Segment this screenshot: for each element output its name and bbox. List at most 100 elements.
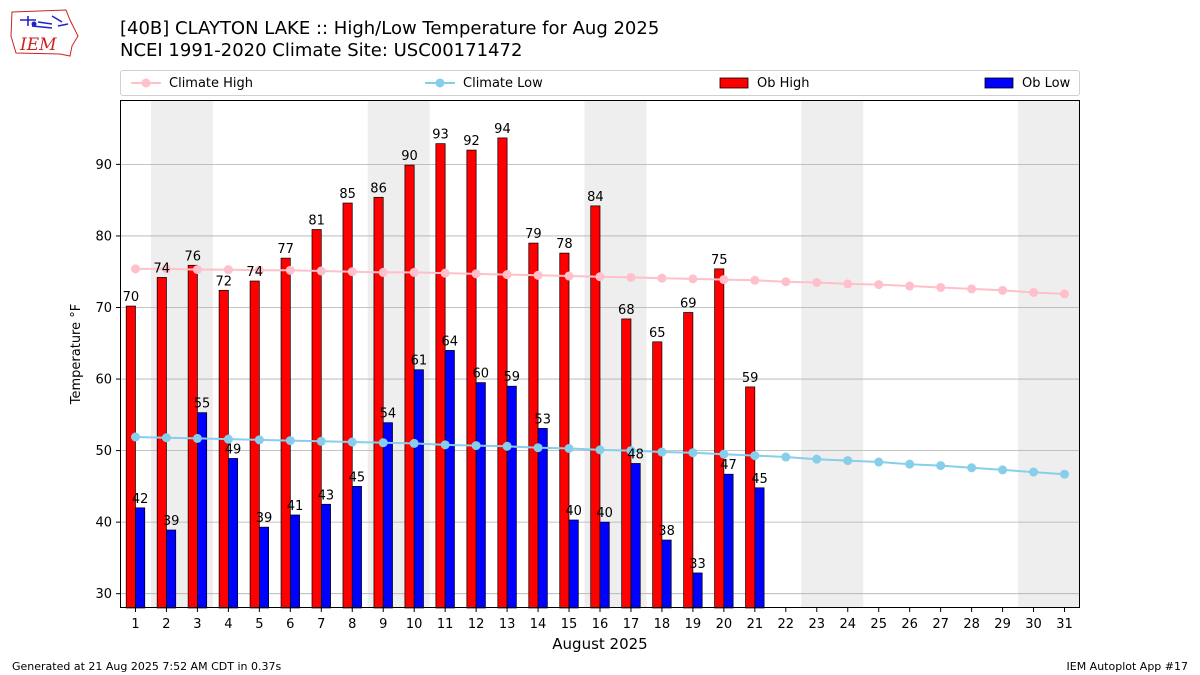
climate-high-point <box>409 267 419 277</box>
climate-high-point <box>440 268 450 278</box>
climate-low-point <box>595 445 605 455</box>
x-tick-label: 23 <box>809 617 826 632</box>
ob-high-bar <box>404 164 415 609</box>
ob-low-bar <box>259 526 269 609</box>
ob-high-data-label: 77 <box>277 242 294 257</box>
climate-low-point <box>347 437 357 447</box>
x-tick-label: 6 <box>286 617 294 632</box>
climate-low-point <box>905 459 915 469</box>
climate-low-point <box>967 463 977 473</box>
climate-high-point <box>223 265 233 275</box>
ob-high-bar <box>435 143 446 609</box>
ob-low-data-label: 47 <box>720 458 737 473</box>
ob-high-data-label: 69 <box>680 297 697 312</box>
ob-high-bar <box>652 341 663 609</box>
x-tick-label: 20 <box>716 617 733 632</box>
ob-low-data-label: 53 <box>534 412 551 427</box>
legend-ob-low: Ob Low <box>984 71 1070 95</box>
ob-high-data-label: 70 <box>123 290 140 305</box>
ob-high-data-label: 81 <box>308 214 325 229</box>
x-tick-label: 18 <box>654 617 671 632</box>
climate-high-point <box>347 267 357 277</box>
ob-high-data-label: 59 <box>742 371 759 386</box>
climate-low-point <box>657 447 667 457</box>
climate-high-point <box>502 270 512 280</box>
ob-high-data-label: 79 <box>525 227 542 242</box>
x-tick-label: 13 <box>499 617 516 632</box>
x-tick-label: 14 <box>530 617 547 632</box>
ob-low-bar <box>692 572 703 609</box>
x-tick-label: 16 <box>592 617 609 632</box>
x-tick-label: 24 <box>839 617 856 632</box>
ob-low-data-label: 41 <box>287 499 304 514</box>
y-axis-label: Temperature °F <box>69 304 84 405</box>
ob-low-bar <box>444 350 455 609</box>
climate-high-point <box>843 279 853 289</box>
climate-low-point <box>409 438 419 448</box>
climate-low-point <box>285 436 295 446</box>
climate-high-point <box>998 285 1008 295</box>
climate-high-point <box>161 264 171 274</box>
ob-low-data-label: 60 <box>473 367 490 382</box>
climate-high-point <box>812 277 822 287</box>
climate-high-point <box>750 275 760 285</box>
ob-low-bar <box>599 521 610 609</box>
climate-low-point <box>533 443 543 453</box>
x-tick-label: 22 <box>778 617 795 632</box>
climate-low-point <box>254 435 264 445</box>
ob-low-data-label: 40 <box>596 506 613 521</box>
ob-high-bar <box>280 257 291 609</box>
x-tick-label: 8 <box>348 617 356 632</box>
climate-high-point <box>595 272 605 282</box>
ob-low-bar <box>382 422 393 609</box>
ob-high-data-label: 94 <box>494 122 511 137</box>
weekend-shade <box>1018 100 1080 608</box>
y-tick-label: 70 <box>95 301 112 316</box>
climate-high-point <box>564 271 574 281</box>
x-tick-label: 15 <box>561 617 578 632</box>
x-tick-label: 9 <box>379 617 387 632</box>
ob-low-data-label: 49 <box>225 442 242 457</box>
ob-low-data-label: 40 <box>565 504 582 519</box>
footer-app: IEM Autoplot App #17 <box>1066 660 1189 673</box>
ob-high-data-label: 72 <box>215 274 232 289</box>
ob-high-bar <box>125 305 136 609</box>
climate-low-point <box>1029 467 1039 477</box>
ob-high-bar <box>156 277 167 609</box>
x-tick-label: 17 <box>623 617 640 632</box>
legend-label-climate-high: Climate High <box>169 75 254 91</box>
ob-low-bar <box>537 428 548 609</box>
ob-low-bar <box>351 486 362 609</box>
x-tick-label: 25 <box>870 617 887 632</box>
legend-ob-high: Ob High <box>719 71 810 95</box>
climate-low-point <box>719 449 729 459</box>
x-tick-label: 2 <box>162 617 170 632</box>
climate-high-point <box>967 284 977 294</box>
ob-low-bar <box>475 382 486 609</box>
ob-low-bar <box>754 487 765 609</box>
ob-high-data-label: 85 <box>339 187 356 202</box>
x-tick-label: 29 <box>994 617 1011 632</box>
climate-high-point <box>657 273 667 283</box>
x-tick-label: 3 <box>193 617 201 632</box>
ob-high-data-label: 65 <box>649 326 666 341</box>
ob-high-data-label: 84 <box>587 190 604 205</box>
ob-high-data-label: 74 <box>246 265 263 280</box>
ob-high-data-label: 76 <box>185 249 202 264</box>
logo-text: IEM <box>19 35 57 55</box>
ob-high-bar <box>249 280 260 609</box>
climate-low-point <box>998 465 1008 475</box>
climate-low-point <box>626 446 636 456</box>
x-tick-label: 4 <box>224 617 232 632</box>
ob-high-bar <box>590 205 601 609</box>
climate-high-point <box>626 272 636 282</box>
ob-low-data-label: 42 <box>132 492 149 507</box>
x-tick-label: 26 <box>901 617 918 632</box>
ob-high-data-label: 90 <box>401 149 418 164</box>
ob-low-data-label: 39 <box>163 514 180 529</box>
ob-low-bar <box>661 539 672 609</box>
legend-climate-low: Climate Low <box>425 71 543 95</box>
ob-low-data-label: 38 <box>658 524 675 539</box>
ob-low-data-label: 61 <box>411 354 428 369</box>
ob-low-bar <box>506 385 517 609</box>
